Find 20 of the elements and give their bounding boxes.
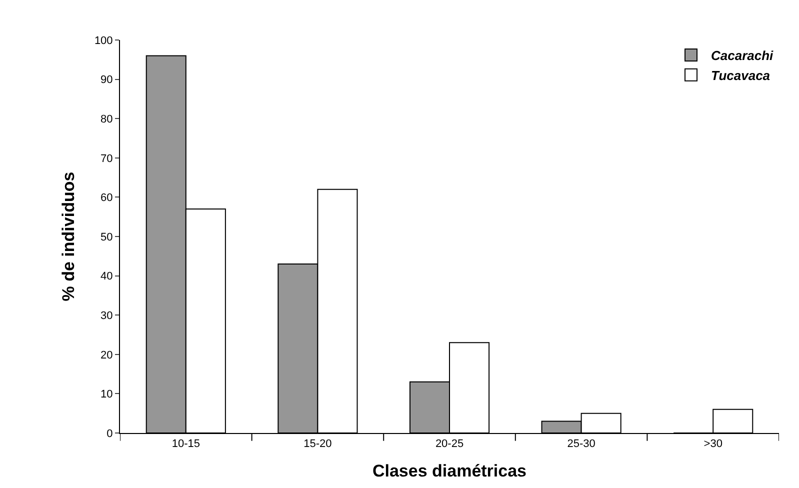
x-tick-label: >30 bbox=[704, 438, 722, 450]
y-tick-label: 90 bbox=[100, 74, 113, 86]
y-tick-label: 100 bbox=[94, 34, 113, 47]
y-tick-label: 60 bbox=[100, 192, 113, 204]
y-tick-label: 40 bbox=[100, 270, 113, 283]
y-tick-label: 10 bbox=[100, 388, 113, 401]
x-tick-label: 25-30 bbox=[567, 438, 596, 450]
x-tick-label: 15-20 bbox=[304, 438, 332, 450]
y-axis-title: % de individuos bbox=[58, 172, 78, 302]
y-tick-label: 30 bbox=[100, 310, 113, 322]
y-tick-label: 80 bbox=[100, 113, 113, 126]
legend-label: Tucavaca bbox=[711, 68, 770, 83]
x-tick-label: 10-15 bbox=[172, 438, 200, 450]
y-tick-label: 20 bbox=[100, 349, 113, 362]
y-tick-label: 0 bbox=[106, 428, 113, 440]
x-axis-title: Clases diamétricas bbox=[372, 462, 527, 481]
y-tick-label: 50 bbox=[100, 231, 113, 244]
x-tick-label: 20-25 bbox=[435, 438, 464, 450]
legend-label: Cacarachi bbox=[711, 48, 774, 64]
y-tick-label: 70 bbox=[100, 152, 113, 165]
